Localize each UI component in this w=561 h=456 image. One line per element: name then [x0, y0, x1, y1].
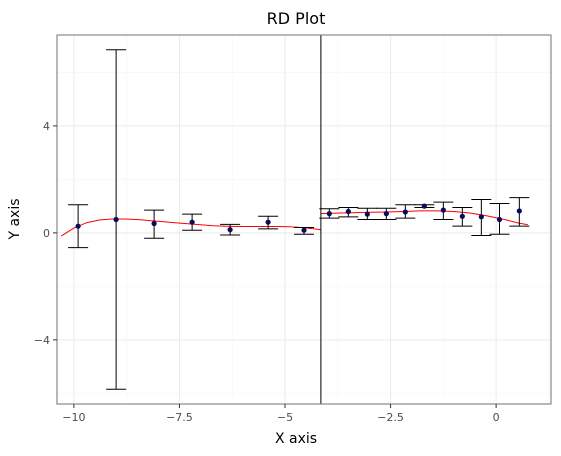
- data-point: [265, 219, 271, 225]
- data-point: [301, 227, 307, 233]
- x-tick-label: −5: [277, 411, 293, 424]
- x-tick-label: −2.5: [377, 411, 404, 424]
- axes: −10 −7.5 −5 −2.5 0 −4 0 4: [34, 120, 500, 424]
- data-point: [227, 227, 233, 233]
- data-point: [113, 216, 119, 223]
- data-point: [345, 208, 351, 215]
- data-point: [440, 207, 446, 213]
- data-point: [326, 211, 332, 217]
- data-point: [402, 209, 408, 215]
- data-point: [478, 214, 484, 220]
- x-axis-label: X axis: [275, 431, 317, 447]
- y-tick-label: −4: [34, 334, 50, 347]
- fit-lines: [60, 210, 528, 237]
- data-point: [364, 211, 370, 217]
- x-tick-label: −7.5: [166, 411, 193, 424]
- data-point: [459, 213, 465, 219]
- y-axis-label: Y axis: [7, 198, 23, 240]
- data-point: [496, 216, 503, 223]
- data-points: [75, 203, 522, 233]
- data-point: [151, 220, 157, 227]
- data-point: [421, 203, 427, 209]
- data-point: [383, 211, 389, 217]
- x-tick-label: 0: [493, 411, 500, 424]
- chart-title: RD Plot: [267, 9, 326, 28]
- y-tick-label: 0: [43, 227, 50, 240]
- fit-line-right: [320, 210, 528, 226]
- fit-line-left: [60, 218, 321, 237]
- data-point: [75, 223, 81, 229]
- y-tick-label: 4: [43, 120, 50, 133]
- data-point: [189, 219, 195, 225]
- x-tick-label: −10: [62, 411, 85, 424]
- plot-panel: [56, 34, 552, 405]
- data-point: [516, 208, 522, 214]
